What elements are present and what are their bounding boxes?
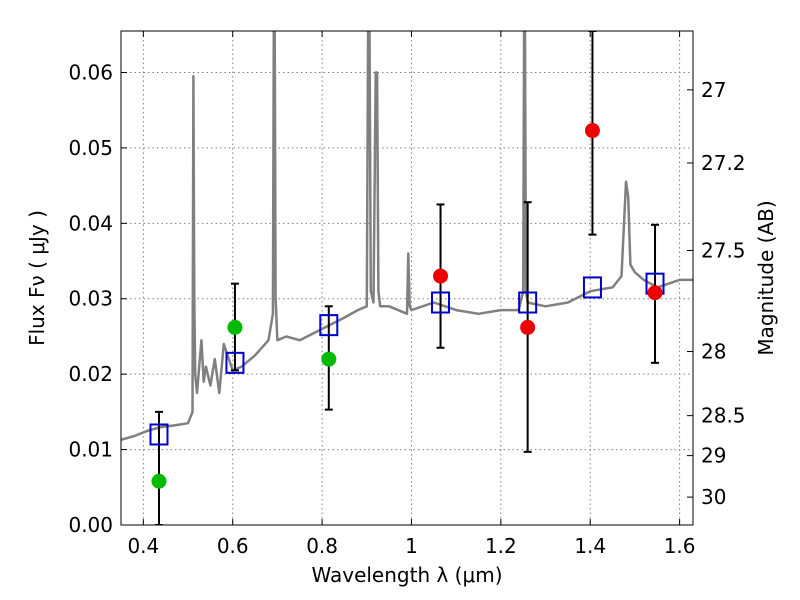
x-tick-label: 0.6 [217,534,249,558]
model-square [149,423,169,446]
x-tick-label: 1.4 [574,534,606,558]
y-axis-right-label: Magnitude (AB) [754,200,778,355]
y-axis-label: Flux Fν ( μJy ) [25,210,49,346]
x-tick-label: 1 [405,534,418,558]
x-tick-label: 0.4 [127,534,159,558]
x-axis-label: Wavelength λ (μm) [311,563,502,587]
red-point [433,268,449,284]
red-point [584,123,600,139]
y-tick-label: 0.01 [68,438,113,462]
right-tick-label: 27.5 [701,238,746,262]
spectrum-line [121,31,693,442]
y-tick-label: 0.03 [68,287,113,311]
x-tick-label: 1.2 [485,534,517,558]
y-tick-label: 0.00 [68,513,113,537]
red-point [520,319,536,335]
x-tick-label: 1.6 [664,534,696,558]
right-tick-label: 27.2 [701,151,746,175]
green-point [151,473,167,489]
model-square [431,291,451,314]
x-tick-label: 0.8 [306,534,338,558]
y-tick-label: 0.06 [68,60,113,84]
right-tick-label: 28.5 [701,404,746,428]
model-square [518,291,538,314]
markers [149,123,665,489]
y-tick-label: 0.05 [68,136,113,160]
y-tick-label: 0.02 [68,362,113,386]
right-tick-label: 29 [701,444,726,468]
right-tick-label: 28 [701,340,726,364]
model-square [319,314,339,337]
green-point [227,319,243,335]
axis-ticks [121,31,693,526]
y-tick-label: 0.04 [68,211,113,235]
axis-tick-labels: 0.4 0.6 0.8 1 1.2 1.4 1.6 0.00 0.01 0.02 0.03 0.04 0… [68,60,745,558]
model-square [225,351,245,374]
red-point [647,285,663,301]
model-square [582,276,602,299]
plot-frame [120,30,694,526]
green-point [321,351,337,367]
right-tick-label: 27 [701,78,726,102]
right-tick-label: 30 [701,485,726,509]
